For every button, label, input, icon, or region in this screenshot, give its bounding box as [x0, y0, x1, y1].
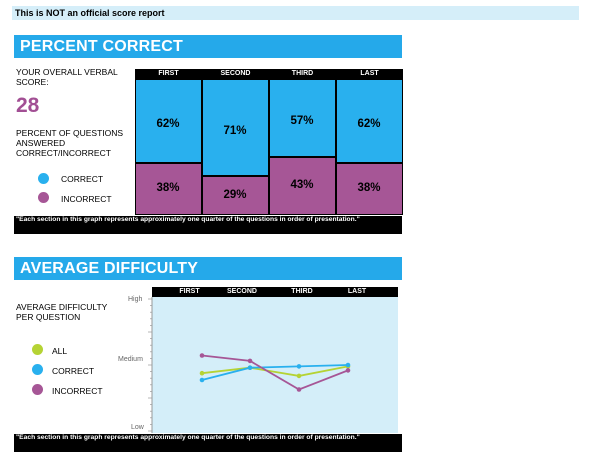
y-label-medium: Medium — [118, 356, 143, 363]
bar-label-correct-first: 62% — [156, 118, 180, 130]
average-difficulty-line-chart — [148, 297, 398, 433]
bar-correct-first — [135, 79, 202, 163]
series-line-all — [201, 365, 349, 377]
point-incorrect-second — [247, 358, 253, 364]
percent-footnote: "Each section in this graph represents a… — [14, 216, 402, 234]
difficulty-label: AVERAGE DIFFICULTY PER QUESTION — [16, 302, 108, 322]
overall-score-label: YOUR OVERALL VERBAL SCORE: — [16, 67, 118, 87]
incorrect-legend-icon — [38, 192, 49, 203]
bar-label-correct-third: 57% — [290, 115, 314, 127]
correct-difficulty-legend-icon — [32, 364, 43, 375]
bar-label-incorrect-last: 38% — [357, 182, 381, 194]
correct-legend-label: CORRECT — [61, 174, 104, 184]
incorrect-difficulty-legend-label: INCORRECT — [52, 386, 103, 396]
point-all-first — [199, 370, 205, 376]
point-all-third — [296, 373, 302, 379]
correct-difficulty-legend-label: CORRECT — [52, 366, 95, 376]
incorrect-legend-label: INCORRECT — [61, 194, 112, 204]
point-correct-third — [296, 364, 302, 369]
y-label-low: Low — [131, 424, 144, 431]
difficulty-column-header-bar: FIRST SECOND THIRD LAST — [152, 287, 398, 297]
all-legend-label: ALL — [52, 346, 68, 356]
breakdown-label: PERCENT OF QUESTIONS ANSWERED CORRECT/IN… — [16, 128, 124, 158]
point-correct-last — [345, 362, 351, 368]
plot-area — [152, 297, 398, 433]
bar-incorrect-first — [135, 163, 202, 215]
bar-incorrect-third — [269, 157, 336, 215]
difficulty-column-label-last: LAST — [347, 288, 367, 295]
overall-score-value: 28 — [16, 94, 40, 117]
bar-correct-second — [202, 79, 269, 176]
point-incorrect-third — [296, 387, 302, 392]
bar-label-incorrect-second: 29% — [223, 188, 247, 201]
column-label-first: FIRST — [158, 70, 179, 77]
difficulty-footnote: "Each section in this graph represents a… — [14, 434, 402, 452]
point-correct-second — [247, 365, 253, 370]
bar-label-correct-last: 62% — [357, 118, 381, 130]
bar-incorrect-second — [202, 176, 269, 215]
series-line-correct — [201, 364, 349, 381]
percent-stacked-bar-chart: 62% 38% 71% 29% 57% 43% 62% 38% — [135, 79, 403, 215]
series-line-incorrect — [201, 354, 349, 391]
bar-label-incorrect-third: 43% — [290, 179, 314, 191]
difficulty-column-label-third: THIRD — [291, 288, 313, 295]
column-label-third: THIRD — [291, 70, 314, 77]
bar-correct-last — [336, 79, 403, 163]
point-incorrect-first — [199, 353, 205, 358]
difficulty-column-label-second: SECOND — [227, 288, 257, 295]
bar-incorrect-last — [336, 163, 403, 215]
all-legend-icon — [32, 344, 43, 355]
point-incorrect-last — [345, 368, 351, 373]
correct-legend-icon — [38, 173, 49, 184]
bar-correct-third — [269, 79, 336, 157]
percent-correct-header: PERCENT CORRECT — [14, 35, 402, 58]
bar-label-incorrect-first: 38% — [156, 182, 180, 194]
percent-column-header-bar: FIRST SECOND THIRD LAST — [135, 69, 403, 79]
incorrect-difficulty-legend-icon — [32, 384, 43, 395]
disclaimer-banner: This is NOT an official score report — [12, 6, 579, 20]
y-label-high: High — [128, 296, 143, 303]
average-difficulty-header: AVERAGE DIFFICULTY — [14, 257, 402, 280]
column-label-last: LAST — [360, 70, 379, 77]
column-label-second: SECOND — [220, 70, 251, 77]
point-correct-first — [199, 377, 205, 383]
difficulty-column-label-first: FIRST — [179, 288, 200, 295]
bar-label-correct-second: 71% — [223, 124, 247, 137]
